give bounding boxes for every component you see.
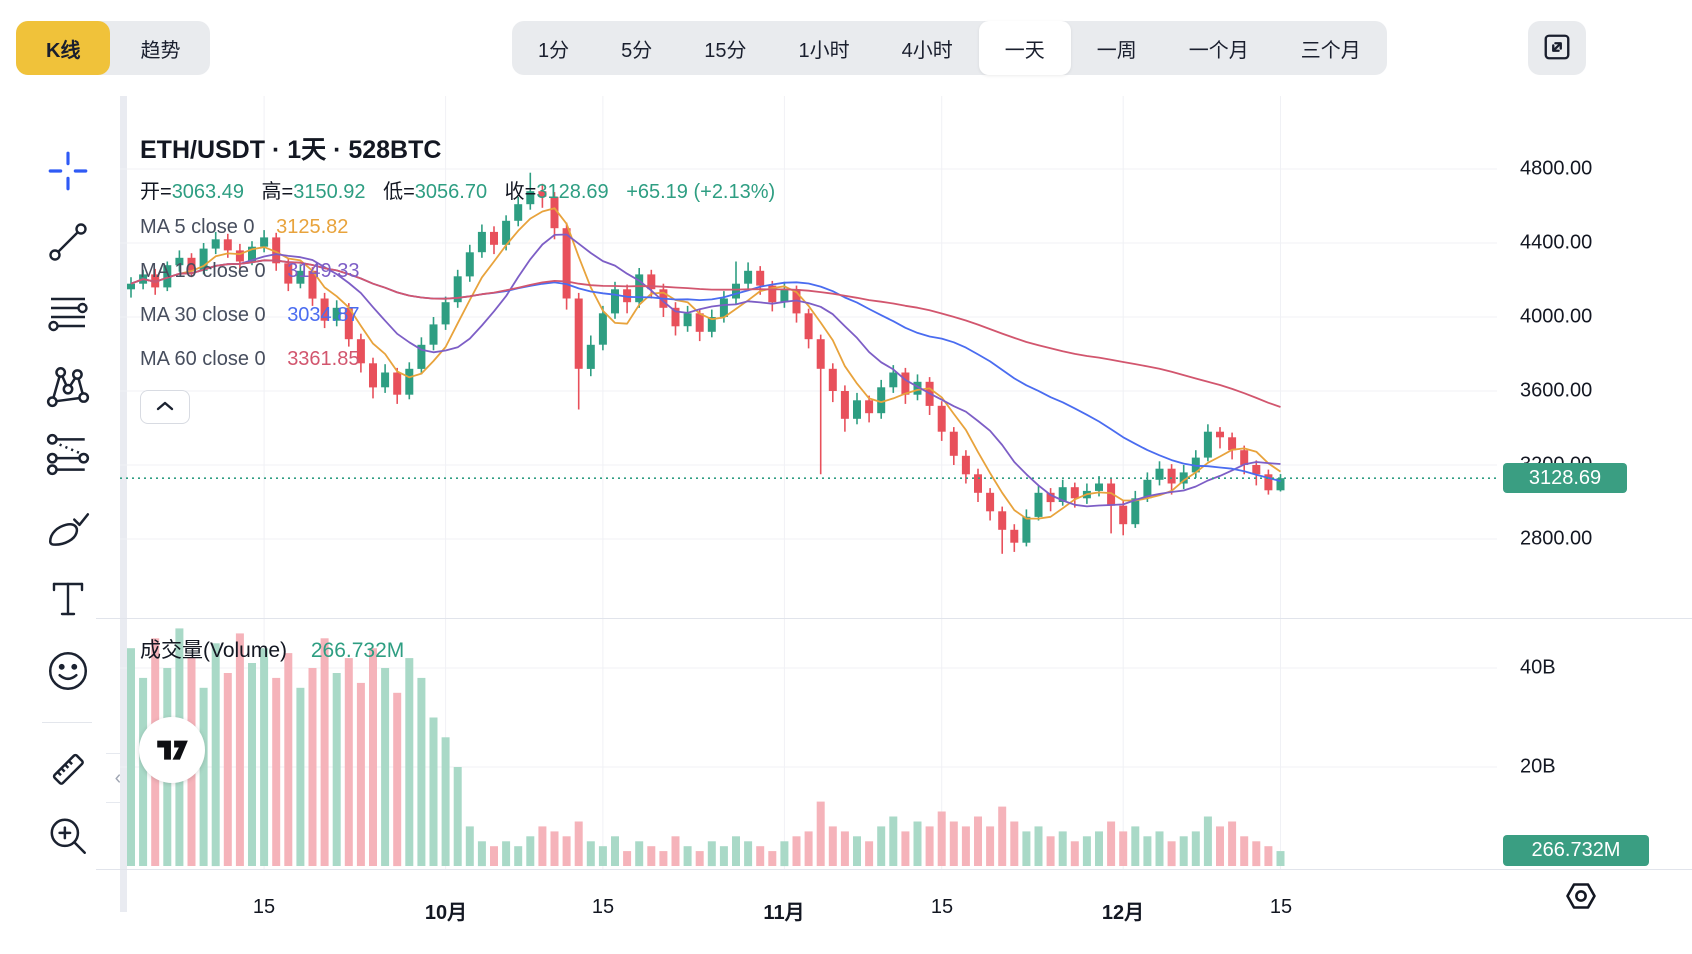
drawing-toolbar	[0, 96, 96, 954]
time-axis-label: 15	[252, 896, 276, 918]
brush-icon	[45, 506, 91, 552]
low-value: 3056.70	[414, 181, 488, 203]
current-price-tag: 3128.69	[1503, 463, 1627, 493]
time-axis-label: 15	[930, 896, 954, 918]
price-axis-label: 4400.00	[1520, 231, 1593, 254]
ma5-value: 3125.82	[276, 216, 349, 238]
interval-1hour-button[interactable]: 1小时	[773, 21, 876, 75]
zoom-in-icon	[45, 813, 91, 859]
sidebar-divider	[42, 722, 92, 723]
tool-zoom-in-button[interactable]	[42, 812, 94, 860]
fullscreen-button[interactable]	[1528, 21, 1586, 75]
chart-type-kline-button[interactable]: K线	[16, 21, 111, 75]
price-axis-label: 4800.00	[1520, 157, 1593, 180]
chevron-left-icon: ‹	[114, 766, 122, 789]
interval-5min-button[interactable]: 5分	[595, 21, 678, 75]
time-axis-label: 15	[1269, 896, 1293, 918]
interval-1min-button[interactable]: 1分	[512, 21, 595, 75]
time-axis-label: 11月	[763, 902, 805, 924]
close-value: 3128.69	[536, 181, 609, 203]
tool-fib-lines-button[interactable]	[42, 431, 94, 479]
ruler-icon	[45, 746, 91, 792]
high-label: 高=	[261, 181, 294, 203]
interval-1week-button[interactable]: 一周	[1071, 21, 1163, 75]
chart-type-switcher: K线 趋势	[16, 21, 211, 75]
expand-icon	[1542, 32, 1572, 65]
left-edge-gutter	[120, 96, 127, 912]
fib-lines-icon	[45, 432, 91, 478]
volume-axis-label: 40B	[1520, 656, 1556, 679]
tool-parallel-lines-button[interactable]	[42, 290, 94, 338]
time-axis-label: 10月	[424, 902, 468, 924]
interval-4hour-button[interactable]: 4小时	[876, 21, 979, 75]
ma60-label: MA 60 close 0	[140, 348, 266, 370]
ma60-row: MA 60 close 0 3361.85	[140, 348, 359, 371]
open-value: 3063.49	[171, 181, 244, 203]
text-icon	[46, 577, 90, 621]
chevron-up-icon	[156, 400, 174, 415]
ma30-row: MA 30 close 0 3034.87	[140, 304, 359, 327]
volume-axis-label: 20B	[1520, 755, 1556, 778]
tradingview-logo-icon	[153, 729, 191, 772]
interval-1month-button[interactable]: 一个月	[1163, 21, 1275, 75]
price-axis-label: 4000.00	[1520, 305, 1593, 328]
chart-title: ETH/USDT · 1天 · 528BTC	[140, 136, 442, 164]
tool-emoji-button[interactable]	[42, 647, 94, 695]
ma10-row: MA 10 close 0 3149.33	[140, 260, 359, 283]
ma10-value: 3149.33	[287, 260, 360, 282]
high-value: 3150.92	[293, 181, 366, 203]
volume-legend: 成交量(Volume) 266.732M	[140, 634, 404, 664]
ma30-label: MA 30 close 0	[140, 304, 266, 326]
open-label: 开=	[140, 181, 172, 203]
tool-xabcd-pattern-button[interactable]	[42, 362, 94, 410]
time-axis-label: 12月	[1101, 902, 1145, 924]
ma60-value: 3361.85	[287, 348, 360, 370]
low-label: 低=	[383, 181, 415, 203]
settings-gear-button[interactable]	[1564, 881, 1598, 913]
trend-line-icon	[46, 220, 90, 264]
interval-1day-button[interactable]: 一天	[978, 21, 1071, 75]
ohlc-readout: 开=3063.49 高=3150.92 低=3056.70 收=3128.69 …	[140, 175, 775, 204]
emoji-icon	[45, 648, 91, 694]
xabcd-pattern-icon	[45, 363, 91, 409]
tool-brush-button[interactable]	[42, 505, 94, 553]
pane-separator[interactable]	[96, 618, 1692, 619]
collapse-indicators-button[interactable]	[140, 390, 190, 424]
candlestick-chart[interactable]	[96, 96, 1692, 870]
current-volume-tag: 266.732M	[1503, 835, 1649, 866]
tool-text-button[interactable]	[42, 575, 94, 623]
interval-switcher: 1分 5分 15分 1小时 4小时 一天 一周 一个月 三个月	[512, 21, 1387, 75]
interval-15min-button[interactable]: 15分	[678, 21, 772, 75]
top-toolbar: K线 趋势 1分 5分 15分 1小时 4小时 一天 一周 一个月 三个月	[0, 0, 1692, 96]
volume-value: 266.732M	[310, 639, 405, 662]
tool-crosshair-button[interactable]	[42, 147, 94, 195]
ma5-label: MA 5 close 0	[140, 216, 255, 238]
change-value: +65.19 (+2.13%)	[626, 181, 776, 203]
interval-3month-button[interactable]: 三个月	[1275, 21, 1387, 75]
time-axis-border	[96, 869, 1692, 870]
time-axis[interactable]: 15 10月 15 11月 15 12月 15	[96, 870, 1692, 954]
price-axis-label: 3600.00	[1520, 379, 1593, 402]
time-axis-label: 15	[591, 896, 615, 918]
ma5-row: MA 5 close 0 3125.82	[140, 216, 348, 239]
ma30-value: 3034.87	[287, 304, 360, 326]
gear-icon	[1565, 881, 1597, 914]
crosshair-icon	[45, 148, 91, 194]
tool-trend-line-button[interactable]	[42, 218, 94, 266]
price-axis-label: 2800.00	[1520, 527, 1593, 550]
ma10-label: MA 10 close 0	[140, 260, 266, 282]
close-label: 收=	[504, 181, 537, 203]
parallel-lines-icon	[46, 292, 90, 336]
tradingview-watermark[interactable]	[139, 717, 205, 783]
tool-ruler-button[interactable]	[42, 745, 94, 793]
chart-type-trend-button[interactable]: 趋势	[110, 21, 210, 75]
price-axis[interactable]: 4800.004400.004000.003600.003200.002800.…	[1497, 96, 1692, 869]
volume-title: 成交量(Volume)	[140, 639, 288, 662]
